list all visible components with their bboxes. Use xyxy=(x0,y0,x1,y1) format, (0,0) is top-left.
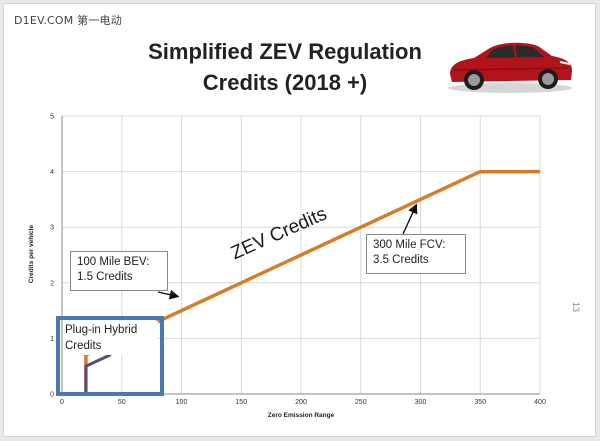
bev-arrow xyxy=(157,289,180,300)
y-tick-label: 3 xyxy=(50,225,54,232)
x-tick-label: 50 xyxy=(118,399,126,406)
chart-title: Simplified ZEV Regulation Credits (2018 … xyxy=(120,36,450,98)
chart-title-line-2: Credits (2018 +) xyxy=(202,70,368,95)
fcv-callout-line-1: 300 Mile FCV: xyxy=(373,239,446,251)
phev-callout-line-1: Plug-in Hybrid xyxy=(65,324,138,336)
chart-title-line-1: Simplified ZEV Regulation xyxy=(148,39,422,64)
bev-callout-line-1: 100 Mile BEV: xyxy=(77,256,150,268)
x-tick-label: 100 xyxy=(176,399,188,406)
bev-callout: 100 Mile BEV: 1.5 Credits xyxy=(70,251,168,291)
car-icon xyxy=(448,42,572,93)
y-tick-label: 0 xyxy=(50,392,54,399)
x-tick-label: 400 xyxy=(534,399,546,406)
phev-callout-line-2: Credits xyxy=(65,340,102,352)
fcv-callout: 300 Mile FCV: 3.5 Credits xyxy=(366,234,466,274)
y-tick-label: 5 xyxy=(50,114,54,121)
fcv-arrow xyxy=(402,203,418,235)
x-tick-label: 200 xyxy=(295,399,307,406)
phev-callout: Plug-in Hybrid Credits xyxy=(63,321,158,355)
y-axis-title: Credits per vehicle xyxy=(28,225,35,284)
bev-callout-line-2: 1.5 Credits xyxy=(77,271,133,283)
x-axis-title: Zero Emission Range xyxy=(268,412,335,419)
fcv-callout-line-2: 3.5 Credits xyxy=(373,254,429,266)
x-tick-label: 350 xyxy=(474,399,486,406)
plugin-hybrid-box xyxy=(56,316,164,396)
watermark: D1EV.COM 第一电动 xyxy=(14,14,122,27)
x-tick-label: 0 xyxy=(60,399,64,406)
x-tick-label: 300 xyxy=(415,399,427,406)
page-number: 13 xyxy=(571,301,582,313)
y-tick-label: 1 xyxy=(50,336,54,343)
x-tick-label: 150 xyxy=(235,399,247,406)
x-tick-label: 250 xyxy=(355,399,367,406)
annotation-arrows xyxy=(157,203,418,300)
tick-labels: 0 50 100 150 200 250 300 350 400 0 1 2 3 4 5 xyxy=(50,114,546,407)
y-tick-label: 2 xyxy=(50,280,54,287)
y-tick-label: 4 xyxy=(50,169,54,176)
